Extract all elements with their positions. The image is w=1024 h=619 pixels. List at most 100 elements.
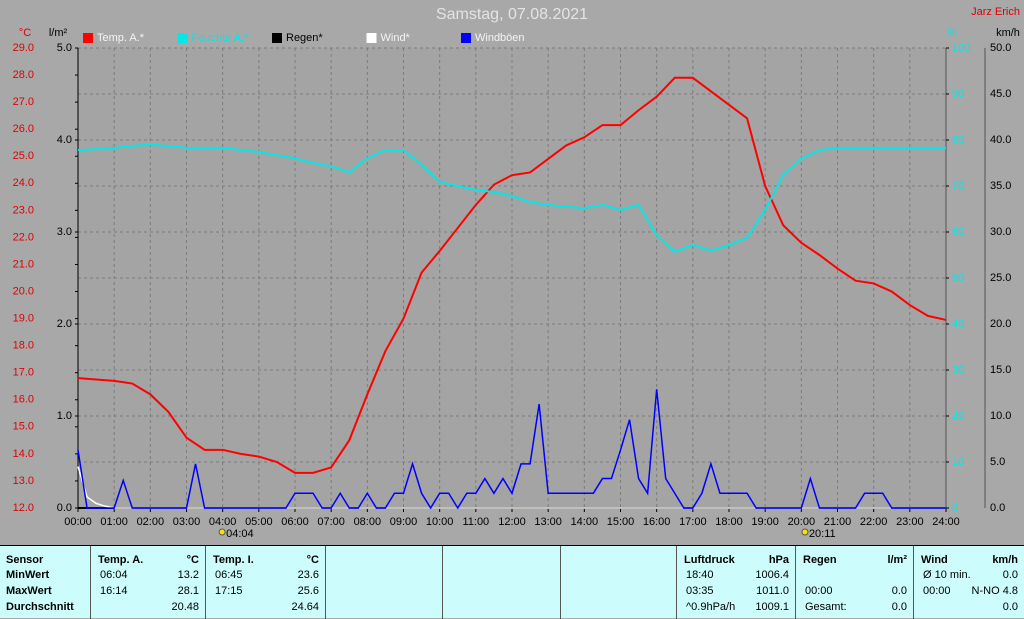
cell-value: 20.48 <box>171 601 199 613</box>
row-label: Durchschnitt <box>6 601 74 613</box>
divider <box>90 546 91 619</box>
column-header: Wind <box>921 554 948 566</box>
x-tick-label: 04:00 <box>209 516 237 528</box>
cell-value: 1011.0 <box>756 585 789 597</box>
cell-time: Ø 10 min. <box>923 569 971 581</box>
tick-label: 13.0 <box>13 475 34 487</box>
cell-value: 25.6 <box>297 585 319 597</box>
cell-time: ^0.9hPa/h <box>686 601 736 613</box>
chart: Samstag, 07.08.2021 Jarz Erich °C l/m² %… <box>13 6 1020 540</box>
series-line <box>77 143 946 253</box>
column-header: Temp. I. <box>213 554 254 566</box>
divider <box>795 546 796 619</box>
tick-label: 35.0 <box>990 180 1011 192</box>
tick-label: 26.0 <box>13 123 34 135</box>
column-header: Temp. A. <box>98 554 144 566</box>
divider <box>325 546 326 619</box>
x-tick-label: 24:00 <box>932 516 960 528</box>
cell-value: 23.6 <box>297 569 319 581</box>
x-tick-label: 14:00 <box>571 516 599 528</box>
cell-time: 00:00 <box>923 585 951 597</box>
tick-label: 45.0 <box>990 88 1011 100</box>
cell-value: 24.64 <box>291 601 319 613</box>
tick-label: 29.0 <box>13 42 34 54</box>
tick-label: 0.0 <box>990 502 1005 514</box>
legend-swatch <box>272 33 282 43</box>
cell-value: 0.0 <box>891 585 907 597</box>
legend-label: Wind* <box>381 32 411 44</box>
tick-label: 0.0 <box>57 502 72 514</box>
tick-label: 0 <box>952 502 958 514</box>
cell-value: 13.2 <box>177 569 199 581</box>
x-tick-label: 09:00 <box>390 516 418 528</box>
tick-label: 10.0 <box>990 410 1011 422</box>
x-tick-label: 07:00 <box>317 516 345 528</box>
divider <box>676 546 677 619</box>
x-tick-label: 00:00 <box>64 516 92 528</box>
tick-label: 12.0 <box>13 502 34 514</box>
tick-label: 3.0 <box>57 226 72 238</box>
x-tick-label: 13:00 <box>534 516 562 528</box>
tick-label: 5.0 <box>57 42 72 54</box>
x-tick-label: 18:00 <box>715 516 743 528</box>
row-label: MaxWert <box>6 585 52 597</box>
cell-time: 17:15 <box>215 585 243 597</box>
tick-label: 16.0 <box>13 394 34 406</box>
legend-swatch <box>366 33 377 43</box>
tick-label: 40.0 <box>990 134 1011 146</box>
divider <box>560 546 561 619</box>
cell-value: 0.0 <box>891 601 907 613</box>
tick-label: 17.0 <box>13 367 34 379</box>
cell-value: 1009.1 <box>755 601 789 613</box>
x-tick-label: 10:00 <box>426 516 454 528</box>
row-label: MinWert <box>6 569 50 581</box>
x-tick-label: 05:00 <box>245 516 273 528</box>
column-unit: km/h <box>992 554 1018 566</box>
x-tick-label: 01:00 <box>100 516 128 528</box>
y3-axis-label: l/m² <box>49 27 68 39</box>
legend-swatch <box>461 33 471 43</box>
tick-label: 40 <box>952 318 964 330</box>
series-line <box>77 389 946 510</box>
x-tick-label: 23:00 <box>896 516 924 528</box>
cell-value: 0.0 <box>1002 569 1018 581</box>
tick-label: 15.0 <box>990 364 1011 376</box>
legend-label: Regen* <box>286 32 323 44</box>
tick-label: 24.0 <box>13 177 34 189</box>
tick-label: 20.0 <box>13 285 34 297</box>
x-tick-label: 06:00 <box>281 516 309 528</box>
tick-label: 90 <box>952 88 964 100</box>
x-tick-label: 12:00 <box>498 516 526 528</box>
legend-label: Windböen <box>475 32 525 44</box>
chart-title: Samstag, 07.08.2021 <box>436 6 588 23</box>
tick-label: 21.0 <box>13 258 34 270</box>
legend-swatch <box>83 33 93 43</box>
tick-label: 19.0 <box>13 312 34 324</box>
x-tick-label: 08:00 <box>354 516 382 528</box>
x-tick-label: 17:00 <box>679 516 707 528</box>
tick-label: 22.0 <box>13 231 34 243</box>
tick-label: 18.0 <box>13 340 34 352</box>
tick-label: 30 <box>952 364 964 376</box>
cell-time: 06:04 <box>100 569 128 581</box>
x-tick-label: 15:00 <box>607 516 635 528</box>
column-unit: l/m² <box>887 554 907 566</box>
tick-label: 50.0 <box>990 42 1011 54</box>
cell-time: 06:45 <box>215 569 243 581</box>
row-label: Sensor <box>6 554 44 566</box>
tick-label: 1.0 <box>57 410 72 422</box>
tick-label: 100 <box>952 42 970 54</box>
tick-label: 25.0 <box>13 150 34 162</box>
cell-time: 03:35 <box>686 585 714 597</box>
legend-label: Temp. A.* <box>97 32 145 44</box>
tick-label: 70 <box>952 180 964 192</box>
tick-label: 5.0 <box>990 456 1005 468</box>
divider <box>913 546 914 619</box>
x-tick-label: 19:00 <box>751 516 779 528</box>
sun-icon <box>218 528 226 536</box>
y4-axis-label: km/h <box>996 27 1020 39</box>
column-header: Regen <box>803 554 837 566</box>
tick-label: 15.0 <box>13 421 34 433</box>
cell-time: 00:00 <box>805 585 833 597</box>
